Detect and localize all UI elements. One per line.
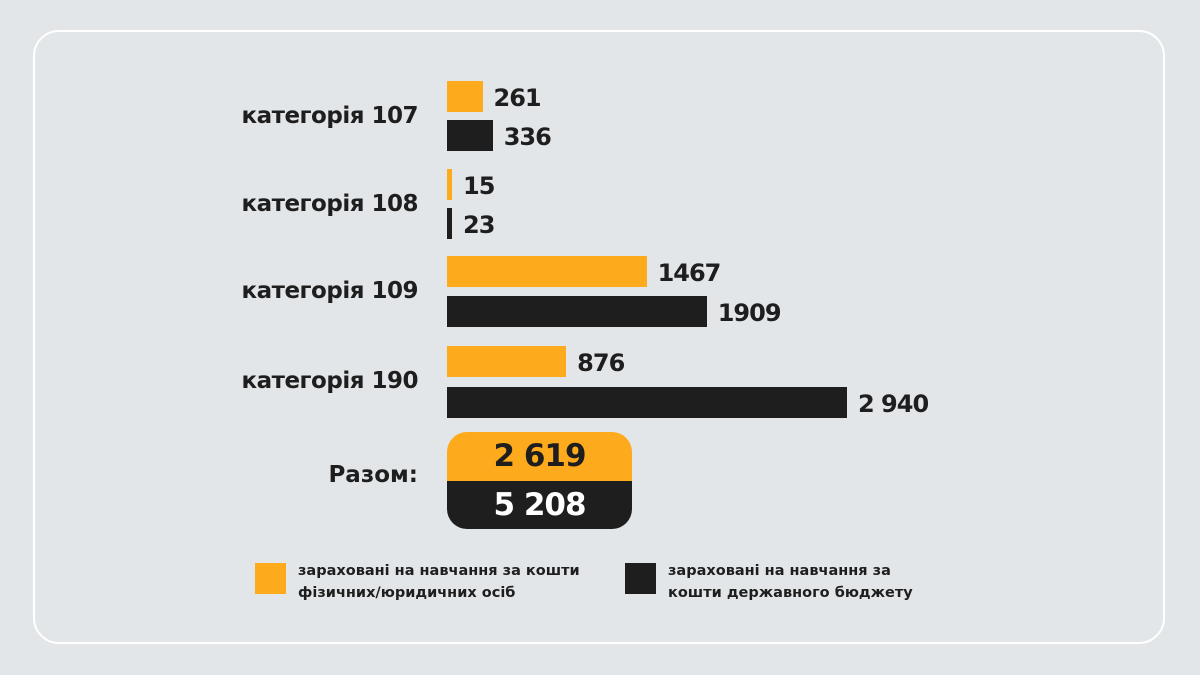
private-bar bbox=[447, 256, 647, 287]
legend-label-budget: зараховані на навчання за кошти державно… bbox=[668, 560, 998, 604]
data-label: 336 bbox=[503, 123, 552, 151]
chart-card bbox=[33, 30, 1165, 644]
category-label: категорія 107 bbox=[241, 103, 418, 129]
budget-bar bbox=[447, 296, 707, 327]
private-bar bbox=[447, 169, 452, 200]
total-label: Разом: bbox=[328, 462, 418, 488]
total-budget: 5 208 bbox=[447, 480, 632, 529]
category-label: категорія 108 bbox=[241, 191, 418, 217]
legend-line: зараховані на навчання за bbox=[668, 563, 891, 579]
data-label: 15 bbox=[463, 172, 495, 200]
data-label: 2 940 bbox=[858, 390, 929, 418]
total-private: 2 619 bbox=[447, 432, 632, 481]
data-label: 876 bbox=[577, 349, 625, 377]
budget-bar bbox=[447, 387, 847, 418]
data-label: 23 bbox=[463, 211, 495, 239]
budget-bar bbox=[447, 120, 493, 151]
legend-line: зараховані на навчання за кошти bbox=[298, 563, 580, 579]
budget-bar bbox=[447, 208, 452, 239]
legend-line: фізичних/юридичних осіб bbox=[298, 585, 516, 601]
category-label: категорія 190 bbox=[241, 368, 418, 394]
private-bar bbox=[447, 346, 567, 377]
category-label: категорія 109 bbox=[241, 278, 418, 304]
totals-box: 2 619 5 208 bbox=[447, 432, 632, 529]
legend-swatch-private bbox=[255, 563, 286, 594]
data-label: 261 bbox=[493, 84, 542, 112]
legend-swatch-budget bbox=[625, 563, 656, 594]
legend-line: кошти державного бюджету bbox=[668, 585, 913, 601]
private-bar bbox=[447, 81, 483, 112]
data-label: 1467 bbox=[657, 259, 722, 287]
legend-label-private: зараховані на навчання за кошти фізичних… bbox=[298, 560, 628, 604]
data-label: 1909 bbox=[717, 299, 782, 327]
